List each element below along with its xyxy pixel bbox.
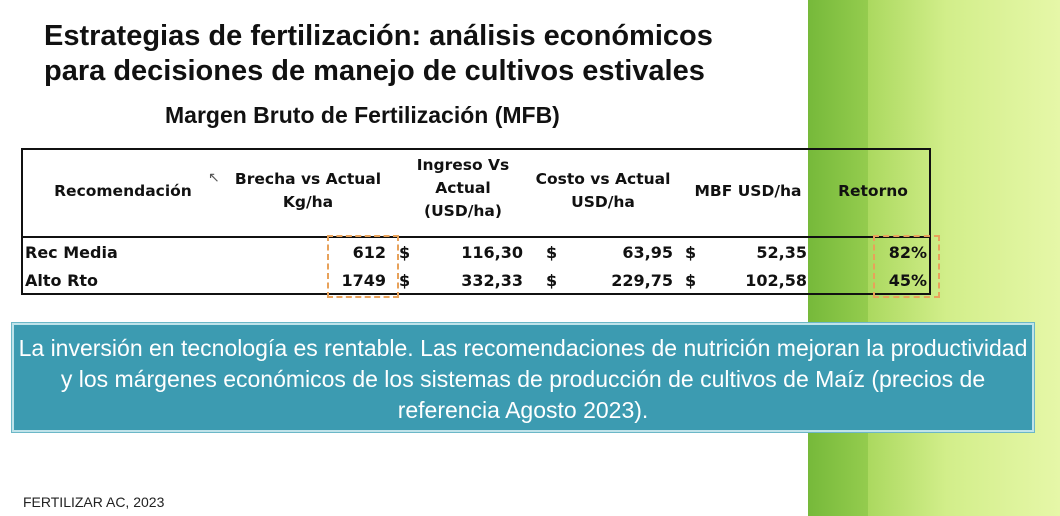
brecha-highlight-box [327,235,399,298]
table-row: Rec Media 612 $ 116,30 $ 63,95 $ 52,35 8… [23,243,929,267]
currency-symbol: $ [546,243,558,262]
header-divider [23,236,929,238]
costo-value: 63,95 [622,243,673,262]
currency-symbol: $ [399,243,411,262]
header-text: Actual [435,179,491,197]
currency-symbol: $ [546,271,558,290]
header-brecha: Brecha vs Actual Kg/ha [223,168,393,214]
mbf-value: 52,35 [756,243,807,262]
header-mbf: MBF USD/ha [694,182,802,200]
header-text: Brecha vs Actual [234,170,382,188]
row-name: Rec Media [25,243,118,262]
row-name: Alto Rto [25,271,99,290]
source-footer: FERTILIZAR AC, 2023 [23,494,165,510]
header-text: USD/ha [571,193,635,211]
retorno-value: 45% [888,271,927,290]
currency-symbol: $ [685,271,697,290]
costo-value: 229,75 [611,271,673,290]
header-costo: Costo vs Actual USD/ha [528,168,678,214]
mfb-table: Recomendación Brecha vs Actual Kg/ha Ingr… [21,148,931,295]
header-recomendacion: Recomendación [54,182,192,200]
header-text: Ingreso Vs [416,156,510,174]
brecha-value: 612 [352,243,386,262]
mbf-value: 102,58 [745,271,807,290]
conclusion-callout: La inversión en tecnología es rentable. … [12,323,1034,432]
slide-subtitle: Margen Bruto de Fertilización (MFB) [165,102,560,128]
header-text: (USD/ha) [424,202,502,220]
brecha-value: 1749 [341,271,386,290]
header-ingreso: Ingreso Vs Actual (USD/ha) [393,154,533,223]
currency-symbol: $ [685,243,697,262]
header-text: Costo vs Actual [535,170,671,188]
ingreso-value: 332,33 [461,271,523,290]
retorno-value: 82% [888,243,927,262]
table-row: Alto Rto 1749 $ 332,33 $ 229,75 $ 102,58… [23,271,929,295]
slide-title-line2: para decisiones de manejo de cultivos es… [44,55,705,87]
mouse-cursor-icon: ↖ [208,169,220,185]
retorno-highlight-box [873,235,940,298]
currency-symbol: $ [399,271,411,290]
header-retorno: Retorno [838,182,908,200]
ingreso-value: 116,30 [461,243,523,262]
slide-title-line1: Estrategias de fertilización: análisis e… [44,20,713,52]
header-text: Kg/ha [282,193,334,211]
